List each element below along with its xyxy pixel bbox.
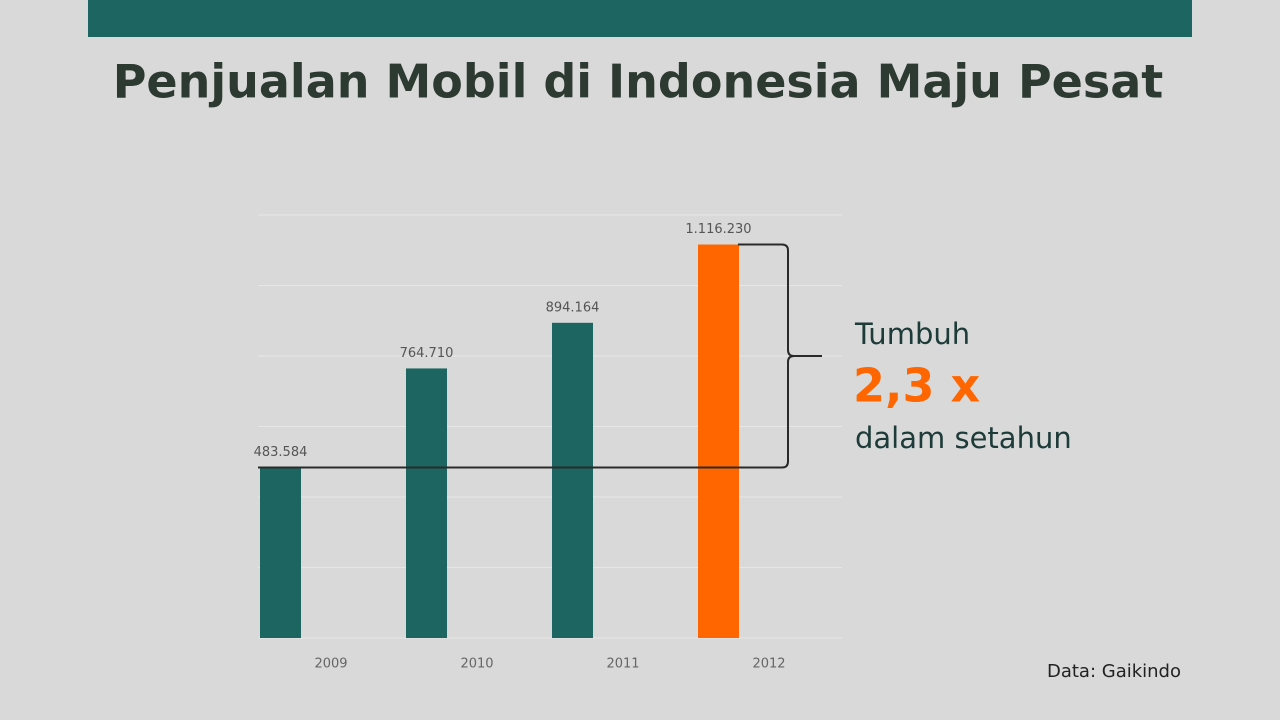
bar <box>406 368 447 638</box>
bar <box>698 244 739 638</box>
value-label: 894.164 <box>546 300 600 315</box>
source: Data: Gaikindo <box>1047 661 1181 682</box>
chart-title: Penjualan Mobil di Indonesia Maju Pesat <box>113 55 1164 109</box>
annotation: Tumbuh <box>854 317 970 351</box>
value-label: 764.710 <box>400 346 454 361</box>
x-tick-label: 2010 <box>460 657 493 672</box>
brace <box>738 243 822 469</box>
x-tick-label: 2009 <box>314 657 347 672</box>
x-tick-label: 2012 <box>752 657 785 672</box>
annotation: dalam setahun <box>855 421 1072 455</box>
annotation-highlight: 2,3 x <box>853 359 980 413</box>
x-tick-label: 2011 <box>606 657 639 672</box>
bar <box>260 467 301 638</box>
value-label: 1.116.230 <box>685 222 751 237</box>
value-label: 483.584 <box>254 445 308 460</box>
header-band <box>88 0 1192 37</box>
bar <box>552 322 593 638</box>
